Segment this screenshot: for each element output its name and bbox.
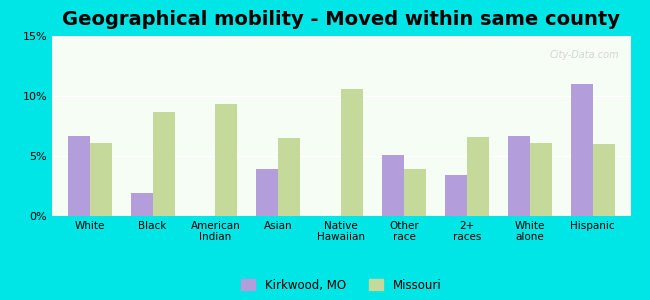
Bar (341, 89, 363, 216)
Bar (131, 193, 153, 216)
Bar (256, 169, 278, 216)
Bar (530, 143, 552, 216)
Legend: Kirkwood, MO, Missouri: Kirkwood, MO, Missouri (236, 274, 447, 296)
Bar (508, 136, 530, 216)
Bar (404, 169, 426, 216)
Bar (571, 84, 593, 216)
Bar (216, 104, 237, 216)
Bar (593, 144, 615, 216)
Bar (278, 138, 300, 216)
Bar (445, 175, 467, 216)
Text: City-Data.com: City-Data.com (549, 50, 619, 60)
Bar (68, 136, 90, 216)
Bar (382, 155, 404, 216)
Bar (90, 143, 112, 216)
Bar (467, 137, 489, 216)
Title: Geographical mobility - Moved within same county: Geographical mobility - Moved within sam… (62, 10, 620, 29)
Bar (153, 112, 175, 216)
